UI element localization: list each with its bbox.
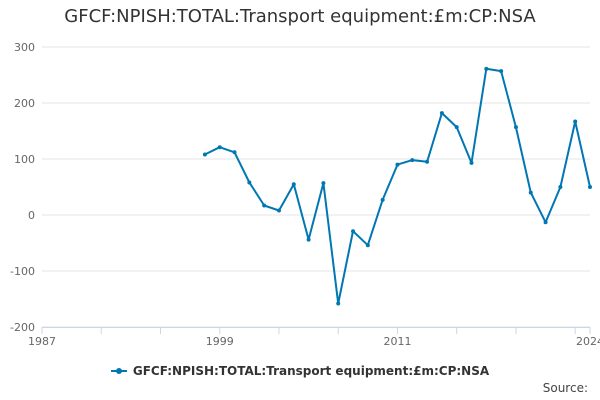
data-point: [217, 145, 222, 150]
data-point: [439, 111, 444, 116]
x-tick-label: 1999: [206, 335, 234, 348]
legend[interactable]: GFCF:NPISH:TOTAL:Transport equipment:£m:…: [0, 364, 600, 378]
data-point: [528, 190, 533, 195]
data-point: [276, 208, 281, 213]
source-label: Source:: [542, 381, 588, 395]
y-tick-label: -100: [10, 265, 35, 278]
data-point: [336, 301, 341, 306]
data-point: [469, 160, 474, 165]
series-line: [203, 67, 591, 305]
legend-marker-icon: [110, 366, 127, 376]
legend-label: GFCF:NPISH:TOTAL:Transport equipment:£m:…: [132, 364, 490, 378]
y-tick-label: 0: [28, 209, 35, 222]
series-layer: [202, 66, 592, 306]
data-point: [380, 197, 385, 202]
y-tick-label: 200: [14, 97, 35, 110]
x-axis: [41, 327, 591, 334]
x-tick-labels: 1987 1999 2011 2024: [28, 335, 600, 348]
data-point: [588, 185, 592, 189]
data-point: [410, 158, 415, 163]
y-tick-label: 300: [14, 41, 35, 54]
data-point: [247, 180, 252, 185]
data-point: [573, 119, 578, 124]
data-point: [262, 203, 267, 208]
data-point: [202, 152, 207, 157]
y-tick-labels: -200 -100 0 100 200 300: [10, 41, 35, 334]
data-point: [321, 181, 326, 186]
data-point: [499, 69, 504, 74]
data-point: [365, 243, 370, 248]
data-point: [454, 125, 459, 130]
data-point: [232, 150, 237, 155]
x-tick-label: 2024: [576, 335, 600, 348]
data-point: [558, 185, 563, 189]
data-point: [291, 182, 296, 187]
data-point: [543, 220, 548, 225]
chart-title: GFCF:NPISH:TOTAL:Transport equipment:£m:…: [64, 6, 536, 27]
y-tick-label: 100: [14, 153, 35, 166]
data-point: [395, 162, 400, 167]
data-point: [351, 229, 356, 234]
data-point: [484, 66, 489, 71]
data-point: [306, 237, 311, 242]
x-tick-label: 2011: [383, 335, 411, 348]
grid-lines: [42, 46, 590, 328]
y-tick-label: -200: [10, 321, 35, 334]
data-point: [425, 159, 430, 164]
data-point: [513, 125, 518, 130]
x-tick-label: 1987: [28, 335, 56, 348]
